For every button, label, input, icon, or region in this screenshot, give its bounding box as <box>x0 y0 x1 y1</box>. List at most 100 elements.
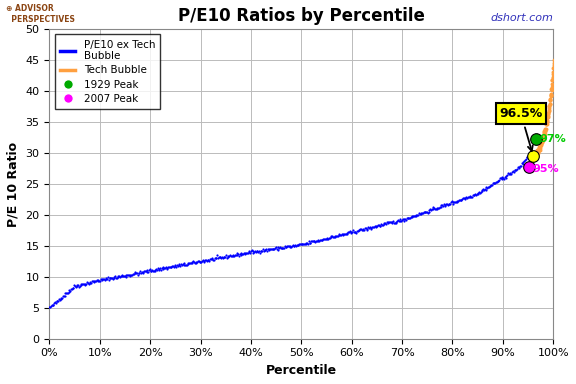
Point <box>157 266 166 273</box>
Point <box>425 207 434 213</box>
Point <box>521 156 530 162</box>
Point <box>478 188 487 194</box>
Point <box>107 275 116 281</box>
Point <box>255 248 264 254</box>
Point <box>179 260 188 266</box>
Point <box>190 259 199 265</box>
Point <box>545 101 555 108</box>
Point <box>167 264 176 270</box>
Point <box>473 191 482 197</box>
Point <box>253 249 263 255</box>
Point <box>78 281 87 287</box>
Point <box>264 247 273 253</box>
Point <box>374 222 384 228</box>
Point <box>420 209 430 215</box>
Point <box>393 217 403 223</box>
Point <box>414 212 423 218</box>
Point <box>50 300 59 306</box>
Point <box>145 267 154 273</box>
Point <box>487 182 497 188</box>
Point <box>549 65 558 71</box>
Point <box>545 103 554 109</box>
Point <box>153 267 162 273</box>
Point <box>544 110 553 116</box>
Point <box>86 280 96 286</box>
Point <box>432 206 441 212</box>
Point <box>283 243 292 249</box>
Point <box>77 281 86 287</box>
Point <box>275 245 284 251</box>
Point <box>534 148 543 154</box>
Point <box>548 75 557 81</box>
Point <box>442 201 452 207</box>
Point <box>435 204 445 210</box>
Point <box>297 240 306 247</box>
Point <box>139 270 148 276</box>
Point <box>160 265 169 271</box>
Point <box>147 268 156 274</box>
Point <box>369 224 378 230</box>
Point <box>378 222 387 228</box>
Point <box>525 164 534 170</box>
Point <box>164 264 173 270</box>
Point <box>540 127 550 134</box>
Point <box>319 236 328 242</box>
Point <box>530 152 539 158</box>
Point <box>397 217 407 223</box>
Point <box>222 255 232 261</box>
Point <box>514 165 523 171</box>
Point <box>115 273 124 280</box>
Point <box>540 128 550 134</box>
Point <box>467 194 476 200</box>
Point <box>268 246 277 252</box>
Point <box>503 172 512 178</box>
Point <box>403 215 412 221</box>
Point <box>331 233 340 239</box>
Point <box>548 77 557 83</box>
Point <box>244 248 253 254</box>
Point <box>257 248 266 254</box>
Point <box>473 190 483 197</box>
Point <box>184 260 193 266</box>
Point <box>430 206 439 212</box>
Point <box>151 266 161 272</box>
Point <box>454 198 463 204</box>
Point <box>398 216 407 222</box>
Point <box>377 221 386 227</box>
Point <box>208 255 217 262</box>
Point <box>253 248 262 254</box>
Point <box>304 240 313 247</box>
Point <box>449 199 458 205</box>
Point <box>533 147 543 153</box>
Point <box>343 230 352 236</box>
Point <box>321 236 330 242</box>
Point <box>334 232 343 238</box>
Point <box>357 227 366 233</box>
Point <box>170 262 179 268</box>
Point <box>295 241 305 247</box>
Point <box>194 258 203 265</box>
Point <box>337 231 346 237</box>
Point <box>533 147 543 153</box>
Point <box>528 157 537 163</box>
Point <box>145 266 154 272</box>
Point <box>443 202 452 208</box>
Point <box>544 108 554 114</box>
Point <box>438 203 448 209</box>
Point <box>279 245 288 251</box>
Point <box>495 175 505 181</box>
Point <box>422 209 431 215</box>
Point <box>537 139 546 145</box>
Point <box>399 216 408 222</box>
Point <box>125 273 134 279</box>
Point <box>131 270 140 276</box>
Point <box>326 234 335 240</box>
Point <box>539 130 548 136</box>
Point <box>536 142 545 148</box>
Point <box>527 156 536 162</box>
Point <box>410 213 419 219</box>
Point <box>155 266 164 272</box>
Point <box>361 225 370 231</box>
Point <box>310 238 319 245</box>
Point <box>146 268 155 275</box>
